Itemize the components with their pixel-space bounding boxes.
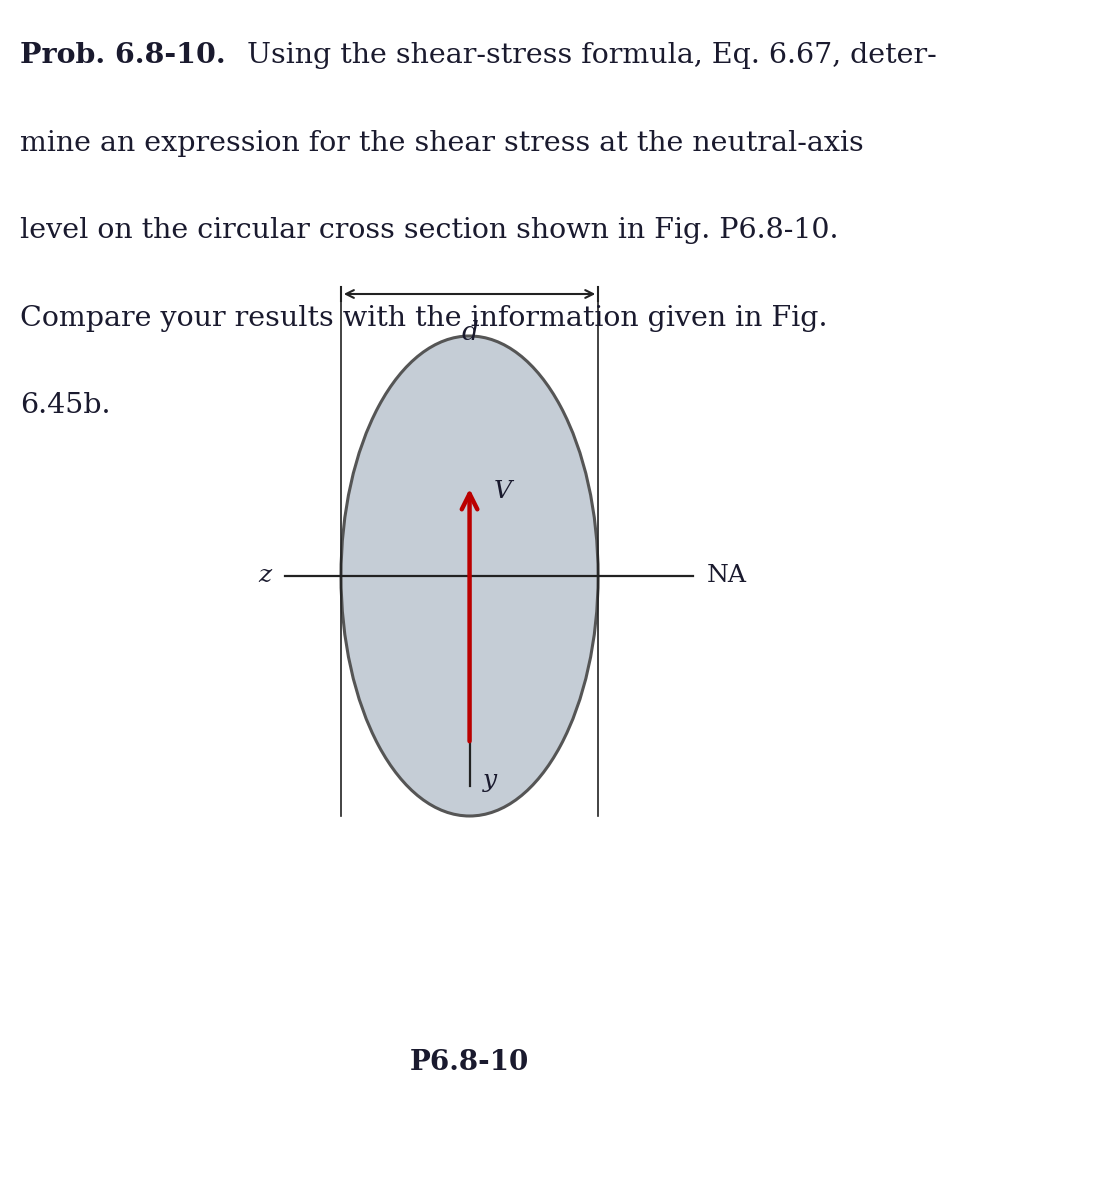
Text: P6.8-10: P6.8-10 — [410, 1049, 529, 1075]
Text: mine an expression for the shear stress at the neutral-axis: mine an expression for the shear stress … — [20, 130, 864, 156]
Text: Compare your results with the information given in Fig.: Compare your results with the informatio… — [20, 305, 827, 331]
Text: level on the circular cross section shown in Fig. P6.8-10.: level on the circular cross section show… — [20, 217, 838, 245]
Text: d: d — [461, 320, 479, 346]
Text: Using the shear-stress formula, Eq. 6.67, deter-: Using the shear-stress formula, Eq. 6.67… — [229, 42, 937, 68]
Text: z: z — [258, 564, 272, 588]
Text: NA: NA — [707, 564, 747, 588]
Text: 6.45b.: 6.45b. — [20, 392, 111, 419]
Ellipse shape — [341, 336, 598, 816]
Text: y: y — [483, 769, 496, 792]
Text: V: V — [494, 480, 512, 503]
Text: Prob. 6.8-10.: Prob. 6.8-10. — [20, 42, 226, 68]
